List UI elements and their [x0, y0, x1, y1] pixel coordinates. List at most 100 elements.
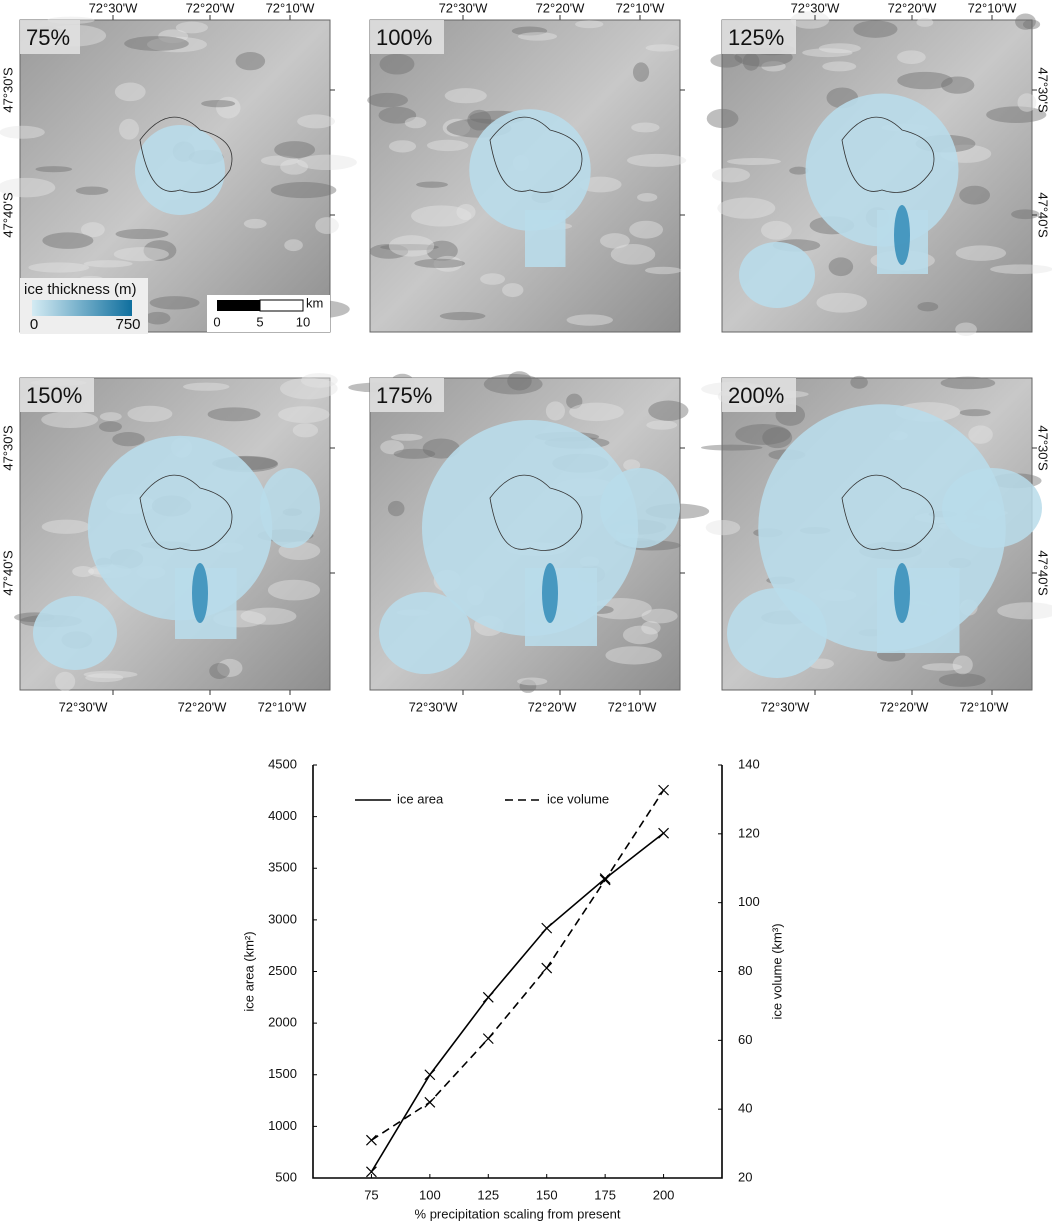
ridge-shade — [35, 166, 73, 173]
ridge-shade — [711, 167, 751, 183]
x-tick-label: 150 — [536, 1187, 558, 1202]
ridge-shade — [735, 423, 791, 445]
ridge-shade — [433, 255, 463, 272]
ridge-shade — [575, 20, 604, 29]
ice-extent — [379, 592, 471, 674]
longitude-label: 72°20'W — [186, 0, 236, 15]
series-line — [370, 832, 665, 1173]
ridge-shade — [42, 232, 94, 249]
ridge-shade — [426, 139, 469, 152]
ridge-shade — [940, 376, 996, 390]
y2-tick-label: 100 — [738, 894, 760, 909]
panel-label-bg — [20, 20, 80, 54]
ridge-shade — [274, 141, 316, 159]
y2-tick-label: 60 — [738, 1032, 752, 1047]
ice-extent — [135, 125, 225, 215]
y2-tick-label: 20 — [738, 1169, 752, 1184]
longitude-label: 72°20'W — [178, 699, 228, 714]
ridge-shade — [388, 235, 435, 257]
point-marker — [366, 1134, 377, 1146]
ridge-shade — [632, 62, 650, 82]
ridge-shade — [1017, 93, 1037, 112]
ridge-shade — [75, 186, 109, 195]
point-marker — [482, 991, 494, 1003]
latitude-label: 47°40'S — [0, 192, 15, 238]
ridge-shade — [600, 233, 630, 249]
ice-extent — [600, 468, 680, 548]
ridge-shade — [175, 21, 208, 34]
ice-extent — [469, 109, 591, 231]
x-tick-label: 100 — [419, 1187, 441, 1202]
ridge-shade — [426, 240, 458, 262]
ridge-shade — [113, 247, 169, 262]
ridge-shade — [83, 260, 133, 268]
y2-tick-label: 120 — [738, 825, 760, 840]
legend-min: 0 — [30, 316, 38, 333]
ridge-shade — [28, 262, 90, 273]
panel-label-bg — [370, 378, 444, 412]
ridge-shade — [938, 673, 986, 687]
ridge-shade — [217, 658, 243, 677]
ice-extent — [260, 468, 320, 548]
longitude-label: 72°30'W — [89, 0, 139, 15]
scale-label: 5 — [256, 314, 263, 329]
present-outline — [139, 474, 233, 551]
ridge-shade — [790, 11, 830, 29]
ridge-shade — [99, 412, 122, 422]
y2-tick-label: 40 — [738, 1101, 752, 1116]
ridge-shade — [456, 203, 476, 221]
ridge-shade — [717, 197, 776, 219]
ridge-shade — [147, 36, 207, 53]
ridge-shade — [124, 36, 189, 51]
ridge-shade — [393, 448, 436, 459]
present-outline — [841, 116, 935, 193]
ridge-shade — [416, 181, 448, 188]
x-tick-label: 200 — [653, 1187, 675, 1202]
longitude-label: 72°20'W — [880, 699, 930, 714]
longitude-label: 72°10'W — [960, 699, 1010, 714]
ice-extent — [739, 242, 815, 308]
longitude-label: 72°10'W — [616, 0, 666, 15]
present-outline — [489, 474, 583, 551]
ridge-shade — [380, 244, 439, 251]
ridge-shade — [822, 61, 857, 72]
ridge-shade — [952, 655, 973, 675]
longitude-label: 72°10'W — [258, 699, 308, 714]
panel-label: 100% — [376, 25, 432, 50]
axis-frame — [312, 765, 723, 1179]
ridge-shade — [216, 96, 241, 119]
ridge-shade — [648, 400, 689, 421]
y-tick-label: 1500 — [268, 1066, 297, 1081]
ridge-shade — [641, 608, 678, 624]
y-tick-label: 4500 — [268, 756, 297, 771]
ridge-shade — [502, 283, 524, 298]
ridge-shade — [260, 155, 299, 166]
ridge-shade — [761, 61, 786, 72]
ridge-shade — [411, 205, 472, 227]
ridge-shade — [390, 433, 423, 441]
longitude-label: 72°10'W — [266, 0, 316, 15]
legend-gradient — [32, 300, 132, 316]
ridge-shade — [637, 193, 658, 202]
ridge-shade — [404, 117, 427, 129]
ridge-shade — [444, 88, 487, 104]
ridge-shade — [622, 625, 659, 645]
ridge-shade — [369, 243, 409, 259]
longitude-label: 72°30'W — [761, 699, 811, 714]
ridge-shade — [922, 663, 963, 671]
ridge-shade — [955, 322, 977, 337]
ridge-shade — [315, 217, 339, 234]
ridge-shade — [897, 50, 926, 64]
ridge-shade — [278, 406, 330, 423]
ridge-shade — [143, 240, 177, 261]
ridge-shade — [710, 53, 743, 68]
ridge-shade — [816, 292, 868, 313]
point-marker — [599, 874, 611, 886]
y-tick-label: 3000 — [268, 911, 297, 926]
map-panel: 175% 72°30'W 72°20'W 72°10'W — [348, 371, 710, 714]
longitude-label: 72°20'W — [528, 699, 578, 714]
ridge-shade — [388, 140, 417, 153]
panel-label-bg — [20, 378, 94, 412]
y-tick-label: 4000 — [268, 808, 297, 823]
